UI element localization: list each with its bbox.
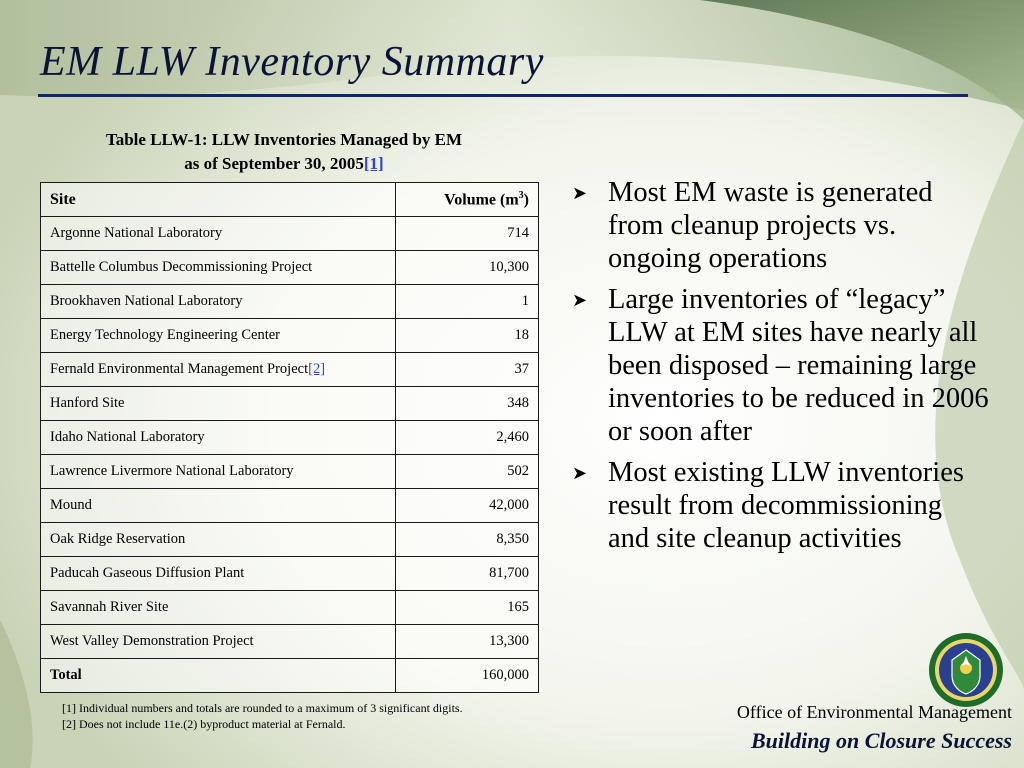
doe-seal-icon [929, 633, 1003, 707]
footnote-2-link[interactable]: [2] [62, 717, 76, 731]
site-name: Hanford Site [50, 395, 125, 411]
site-cell: Battelle Columbus Decommissioning Projec… [40, 250, 396, 285]
total-row: Total 160,000 [40, 658, 539, 693]
volume-cell: 714 [395, 216, 539, 251]
site-name: Savannah River Site [50, 599, 169, 615]
volume-cell: 13,300 [395, 624, 539, 659]
site-cell: Mound [40, 488, 396, 523]
site-cell: Lawrence Livermore National Laboratory [40, 454, 396, 489]
arrow-bullet-icon: ➤ [572, 290, 588, 311]
volume-cell: 37 [395, 352, 539, 387]
table-row: Oak Ridge Reservation 8,350 [40, 522, 539, 557]
caption-footnote-link[interactable]: [1] [363, 154, 384, 173]
column-header-volume-label: Volume (m [444, 191, 519, 209]
inventory-table: Site Volume (m3) Argonne National Labora… [40, 182, 539, 693]
volume-cell: 18 [395, 318, 539, 353]
footnote-2: [2] Does not include 11e.(2) byproduct m… [62, 716, 463, 732]
site-name: Mound [50, 497, 92, 513]
arrow-bullet-icon: ➤ [572, 183, 588, 204]
table-row: Paducah Gaseous Diffusion Plant 81,700 [40, 556, 539, 591]
footnote-1-text: Individual numbers and totals are rounde… [79, 701, 463, 715]
site-cell: Hanford Site [40, 386, 396, 421]
table-row: Fernald Environmental Management Project… [40, 352, 539, 387]
site-cell: Oak Ridge Reservation [40, 522, 396, 557]
bullet-item: ➤ Most existing LLW inventories result f… [570, 456, 990, 555]
bullet-text: Most existing LLW inventories result fro… [608, 457, 964, 554]
title-divider [38, 94, 968, 97]
site-name: Energy Technology Engineering Center [50, 327, 280, 343]
volume-cell: 42,000 [395, 488, 539, 523]
site-name: Lawrence Livermore National Laboratory [50, 463, 294, 479]
table-row: Lawrence Livermore National Laboratory 50… [40, 454, 539, 489]
site-cell: Idaho National Laboratory [40, 420, 396, 455]
table-row: Energy Technology Engineering Center 18 [40, 318, 539, 353]
volume-cell: 502 [395, 454, 539, 489]
site-cell: Energy Technology Engineering Center [40, 318, 396, 353]
footnotes: [1] Individual numbers and totals are ro… [62, 700, 463, 732]
table-row: Argonne National Laboratory 714 [40, 216, 539, 251]
arrow-bullet-icon: ➤ [572, 463, 588, 484]
footnote-1: [1] Individual numbers and totals are ro… [62, 700, 463, 716]
volume-cell: 10,300 [395, 250, 539, 285]
site-name: Fernald Environmental Management Project [50, 361, 309, 377]
bullet-list: ➤ Most EM waste is generated from cleanu… [570, 176, 990, 563]
volume-cell: 165 [395, 590, 539, 625]
column-header-volume-exponent: 3 [518, 189, 524, 201]
site-name: Brookhaven National Laboratory [50, 293, 243, 309]
caption-line-1: Table LLW-1: LLW Inventories Managed by … [105, 130, 463, 149]
site-name: Idaho National Laboratory [50, 429, 205, 445]
site-cell: Paducah Gaseous Diffusion Plant [40, 556, 396, 591]
total-value: 160,000 [395, 658, 539, 693]
table-row: Brookhaven National Laboratory 1 [40, 284, 539, 319]
site-cell: Brookhaven National Laboratory [40, 284, 396, 319]
site-cell: Savannah River Site [40, 590, 396, 625]
caption-line-2: as of September 30, 2005[1] [40, 152, 528, 176]
column-header-volume: Volume (m3) [395, 182, 539, 217]
table-row: West Valley Demonstration Project 13,300 [40, 624, 539, 659]
caption-line-2-text: as of September 30, 2005 [184, 154, 364, 173]
volume-cell: 2,460 [395, 420, 539, 455]
site-name: Oak Ridge Reservation [50, 531, 186, 547]
volume-cell: 348 [395, 386, 539, 421]
total-label: Total [40, 658, 396, 693]
table-row: Savannah River Site 165 [40, 590, 539, 625]
bullet-item: ➤ Most EM waste is generated from cleanu… [570, 176, 990, 275]
table-row: Hanford Site 348 [40, 386, 539, 421]
table-body: Argonne National Laboratory 714 Battelle C… [40, 216, 539, 693]
site-name: Battelle Columbus Decommissioning Projec… [50, 259, 313, 275]
table-row: Mound 42,000 [40, 488, 539, 523]
tagline: Building on Closure Success [750, 728, 1012, 753]
column-header-site: Site [40, 182, 396, 217]
footnote-2-text: Does not include 11e.(2) byproduct mater… [79, 717, 346, 731]
slide-title: EM LLW Inventory Summary [40, 39, 544, 85]
table-row: Battelle Columbus Decommissioning Projec… [40, 250, 539, 285]
site-footnote-link[interactable]: [2] [308, 361, 326, 377]
office-name: Office of Environmental Management [736, 702, 1012, 722]
site-cell: Argonne National Laboratory [40, 216, 396, 251]
footnote-1-link[interactable]: [1] [62, 701, 76, 715]
site-name: West Valley Demonstration Project [50, 633, 254, 649]
volume-cell: 8,350 [395, 522, 539, 557]
bullet-item: ➤ Large inventories of “legacy” LLW at E… [570, 283, 990, 448]
site-cell: West Valley Demonstration Project [40, 624, 396, 659]
table-caption: Table LLW-1: LLW Inventories Managed by … [40, 128, 528, 176]
column-header-volume-close: ) [523, 191, 529, 209]
volume-cell: 81,700 [395, 556, 539, 591]
bullet-text: Most EM waste is generated from cleanup … [608, 177, 933, 274]
table-header-row: Site Volume (m3) [40, 182, 539, 217]
volume-cell: 1 [395, 284, 539, 319]
site-name: Paducah Gaseous Diffusion Plant [50, 565, 245, 581]
bullet-text: Large inventories of “legacy” LLW at EM … [608, 284, 989, 447]
table-row: Idaho National Laboratory 2,460 [40, 420, 539, 455]
site-name: Argonne National Laboratory [50, 225, 223, 241]
site-cell: Fernald Environmental Management Project… [40, 352, 396, 387]
